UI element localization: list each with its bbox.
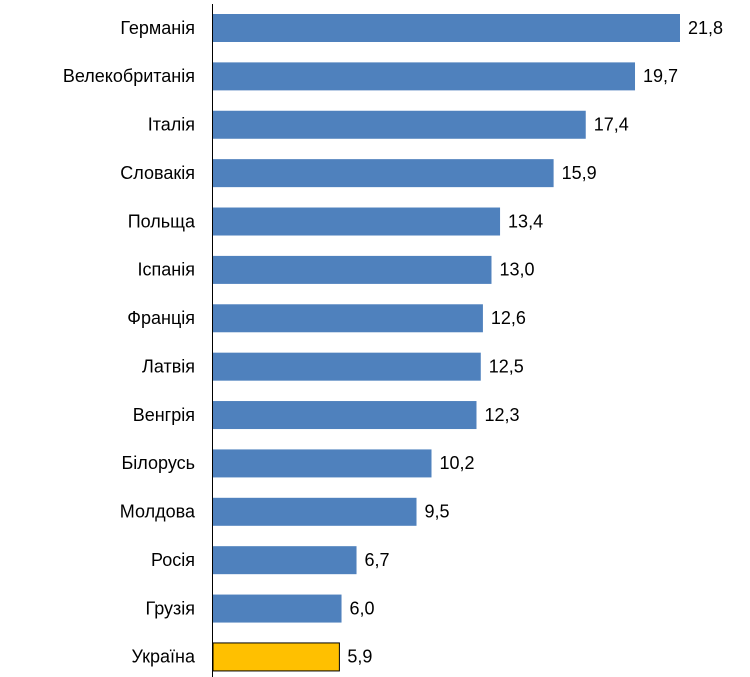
bar: [213, 207, 501, 236]
category-label: Венгрія: [133, 405, 195, 425]
value-label: 15,9: [562, 163, 597, 183]
bar: [213, 62, 636, 91]
category-label: Молдова: [120, 502, 196, 522]
value-label: 5,9: [347, 647, 372, 667]
value-label: 17,4: [594, 115, 629, 135]
bar: [213, 401, 477, 430]
bar: [213, 449, 432, 478]
value-label: 19,7: [643, 66, 678, 86]
category-label: Франція: [127, 308, 195, 328]
value-label: 21,8: [688, 18, 723, 38]
value-label: 12,3: [484, 405, 519, 425]
category-label: Італія: [148, 115, 195, 135]
category-label: Білорусь: [121, 453, 195, 473]
category-label: Іспанія: [138, 260, 195, 280]
bar: [213, 304, 483, 333]
value-label: 10,2: [440, 453, 475, 473]
category-label: Польща: [128, 211, 196, 231]
value-label: 6,0: [350, 598, 375, 618]
category-label: Росія: [151, 550, 195, 570]
bar: [213, 594, 342, 623]
bar: [213, 546, 357, 575]
value-label: 9,5: [425, 502, 450, 522]
bar: [213, 255, 492, 284]
category-label: Велекобританія: [63, 66, 195, 86]
bar: [213, 159, 554, 188]
category-label: Германія: [120, 18, 195, 38]
bar: [213, 110, 586, 139]
category-label: Грузія: [145, 598, 195, 618]
category-label: Латвія: [142, 356, 195, 376]
value-label: 6,7: [365, 550, 390, 570]
category-label: Україна: [132, 647, 196, 667]
value-label: 13,0: [499, 260, 534, 280]
value-label: 12,5: [489, 356, 524, 376]
category-label: Словакія: [120, 163, 195, 183]
bar: [213, 497, 417, 526]
value-label: 12,6: [491, 308, 526, 328]
value-label: 13,4: [508, 211, 543, 231]
bar: [213, 14, 680, 42]
bar: [213, 352, 481, 381]
bar: [212, 642, 340, 672]
